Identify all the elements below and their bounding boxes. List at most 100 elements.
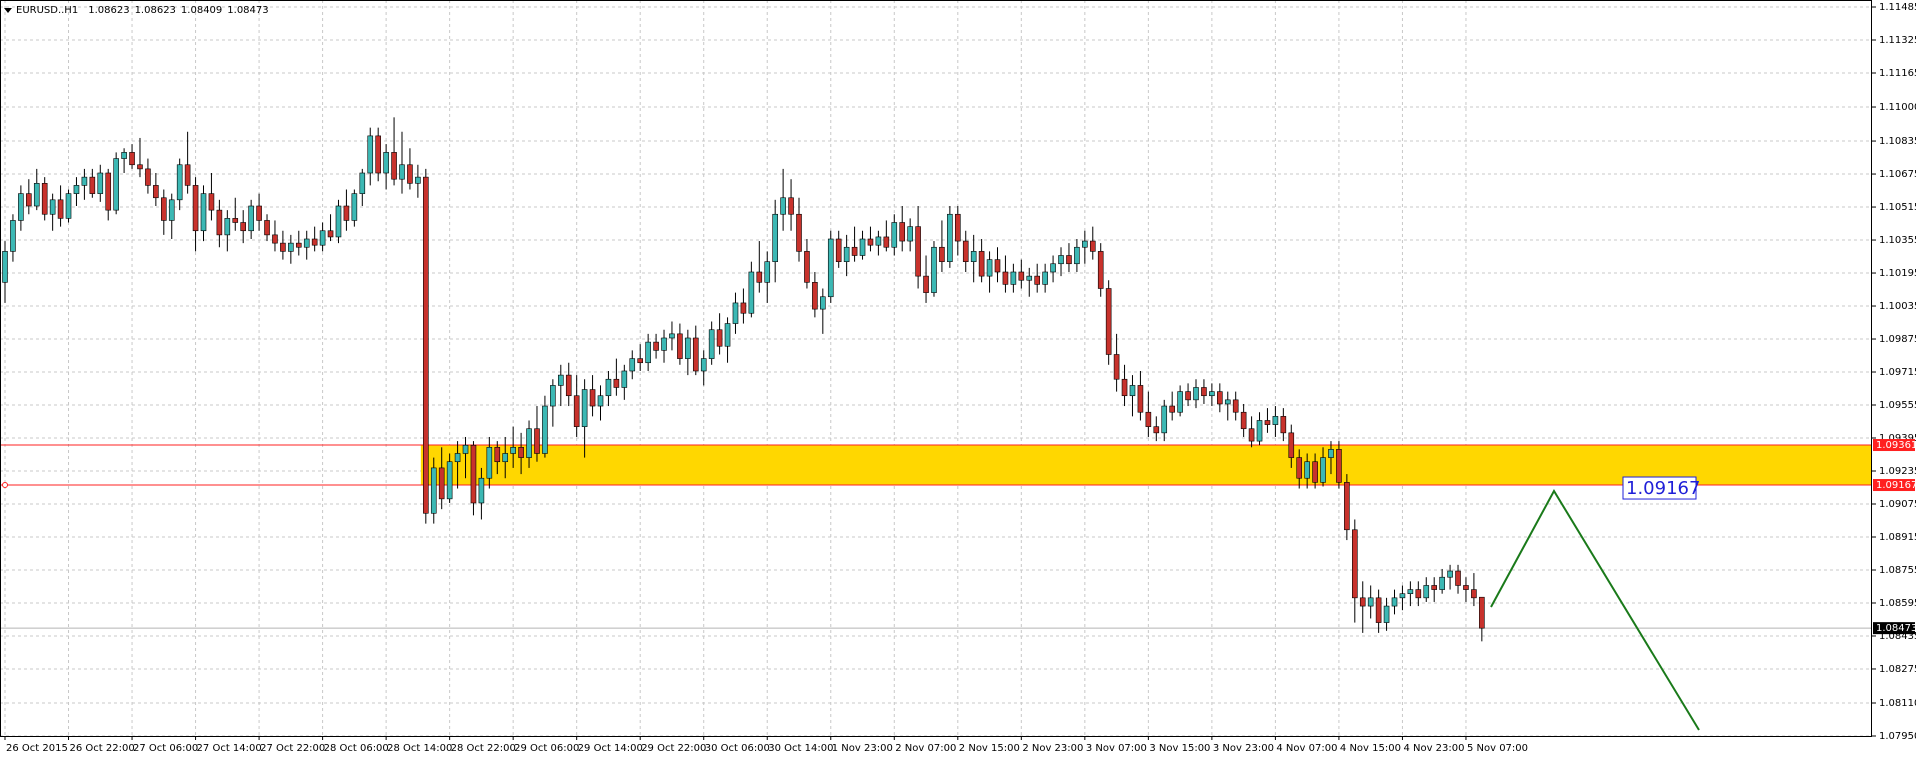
labels-layer: 1.11485 1.11325 1.11165 1.11000 1.10835 1.106… (4, 2, 1916, 754)
candle-body (280, 242, 286, 252)
candle-body (1082, 240, 1088, 248)
candle-body (1034, 275, 1040, 285)
candle-body (319, 230, 326, 246)
x-tick-label: 29 Oct 22:00 (641, 743, 706, 754)
candle-body (73, 185, 80, 194)
y-tick-label: 1.10035 (1879, 301, 1916, 312)
symbol: EURUSD..H1 (16, 5, 78, 16)
y-tick-label: 1.09555 (1879, 400, 1916, 411)
candle-body (1296, 457, 1303, 479)
candle-body (49, 199, 56, 215)
candle-body (1359, 597, 1366, 607)
candle-body (764, 261, 771, 283)
y-tick-label: 1.08595 (1879, 598, 1916, 609)
menu-triangle (4, 8, 12, 13)
x-tick-label: 2 Nov 07:00 (895, 743, 956, 754)
candle-body (1240, 411, 1247, 430)
candle-body (256, 205, 262, 221)
candle-body (1344, 482, 1350, 531)
candle-body (1097, 251, 1104, 289)
candle-body (1153, 426, 1160, 434)
candle-body (1399, 593, 1406, 599)
candle-body (1415, 589, 1422, 599)
candle-body (26, 193, 32, 207)
candle-body (899, 222, 906, 242)
x-tick-label: 29 Oct 06:00 (514, 743, 579, 754)
candle-body (1224, 399, 1231, 405)
candle-body (597, 395, 604, 407)
candle-body (168, 199, 175, 221)
candle-body (1185, 391, 1191, 401)
y-tick-label: 1.11000 (1879, 102, 1916, 113)
candle-body (375, 135, 381, 174)
candle-body (534, 428, 540, 454)
x-tick-label: 27 Oct 06:00 (133, 743, 198, 754)
y-tick-label: 1.10355 (1879, 235, 1916, 246)
candle-body (1169, 405, 1175, 413)
candle-body (33, 183, 40, 207)
candle-body (89, 176, 96, 194)
candle-body (851, 246, 858, 256)
candle-body (224, 218, 231, 236)
candle-body (573, 395, 580, 427)
candle-body (692, 337, 699, 372)
candle-body (264, 220, 270, 236)
candle-body (65, 193, 72, 219)
candle-body (1010, 271, 1017, 285)
candle-body (367, 135, 374, 174)
candle-body (557, 374, 564, 386)
candle-body (121, 152, 127, 159)
level-tag (1873, 479, 1915, 492)
candle-body (407, 164, 413, 184)
candle-body (10, 220, 16, 252)
candle-body (113, 158, 119, 211)
candle-body (1479, 596, 1485, 629)
candle-body (335, 205, 342, 238)
header-open: 1.08623 (88, 5, 129, 16)
candle-body (470, 444, 477, 504)
candle-body (867, 238, 874, 246)
y-tick-label: 1.08755 (1879, 565, 1916, 576)
y-tick-label: 1.10515 (1879, 202, 1916, 213)
candle-body (446, 461, 453, 500)
candle-body (486, 446, 493, 479)
candle-body (1463, 585, 1469, 590)
candle-body (732, 302, 739, 324)
candle-body (1232, 399, 1239, 413)
candle-body (954, 213, 961, 242)
level-tag (1873, 439, 1915, 452)
candle-body (994, 259, 1001, 273)
x-tick-label: 27 Oct 14:00 (197, 743, 262, 754)
candle-body (780, 197, 786, 215)
candle-body (629, 358, 636, 372)
y-tick-label: 1.11325 (1879, 35, 1916, 46)
x-tick-label: 27 Oct 22:00 (260, 743, 325, 754)
x-tick-label: 4 Nov 15:00 (1340, 743, 1401, 754)
candle-body (621, 370, 628, 388)
y-tick-label: 1.11165 (1879, 68, 1916, 79)
candle-body (1264, 420, 1271, 425)
candle-body (1471, 589, 1477, 599)
candle-body (494, 446, 501, 463)
candle-body (637, 358, 644, 364)
current-price-tag (1873, 622, 1915, 635)
candle-body (1177, 391, 1183, 413)
candle-body (399, 164, 405, 180)
candle-body (1145, 411, 1152, 427)
y-tick-label: 1.10835 (1879, 136, 1916, 147)
x-tick-label: 2 Nov 15:00 (959, 743, 1020, 754)
candle-body (176, 164, 183, 201)
candle-body (542, 405, 548, 454)
x-tick-label: 26 Oct 2015 (6, 743, 68, 754)
candle-body (502, 453, 509, 463)
candle-body (1328, 449, 1334, 458)
candle-body (295, 242, 302, 248)
candle-body (41, 183, 48, 215)
candle-body (716, 329, 723, 347)
candle-body (1058, 255, 1064, 265)
candle-body (200, 193, 207, 232)
background-layer (0, 0, 1872, 737)
candle-body (565, 374, 572, 397)
candle-body (613, 378, 620, 388)
